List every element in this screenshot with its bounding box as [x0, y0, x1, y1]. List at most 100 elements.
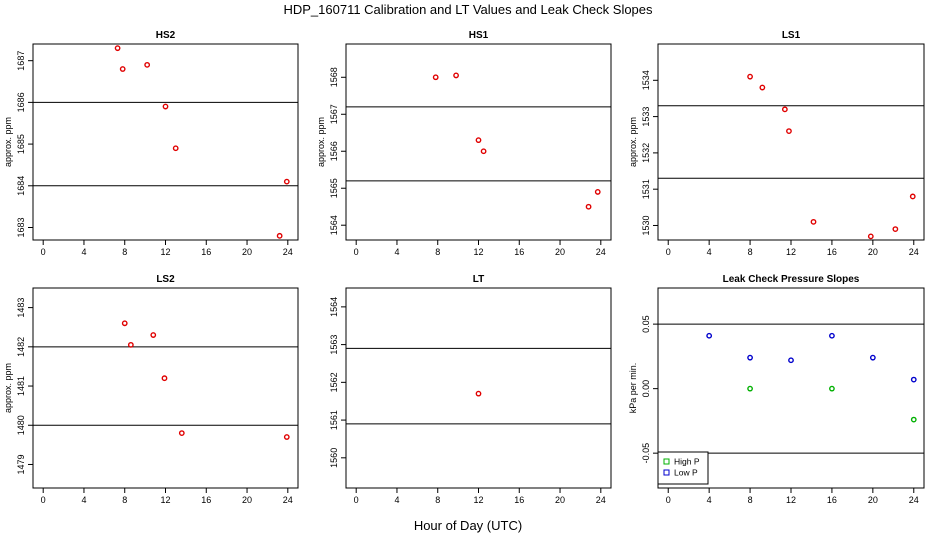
panel-title: HS1 [469, 30, 489, 41]
x-tick-label: 16 [201, 495, 211, 505]
data-point [480, 148, 487, 155]
panel-hs1: HS1 0 4 8 12 16 20 24 1564 1565 1566 1567 1568 approx… [316, 30, 612, 257]
x-tick-label: 8 [435, 247, 440, 257]
x-tick-label: 8 [122, 247, 127, 257]
x-tick-label: 4 [707, 247, 712, 257]
x-tick-label: 0 [354, 495, 359, 505]
data-point-high-p [747, 385, 753, 392]
x-tick-label: 8 [748, 495, 753, 505]
x-tick-label: 12 [473, 495, 483, 505]
x-tick-label: 0 [41, 495, 46, 505]
y-tick-label: 1686 [16, 92, 26, 112]
data-point [747, 73, 753, 80]
y-tick-label: 1482 [16, 337, 26, 357]
x-tick-label: 24 [909, 495, 919, 505]
plot-frame [32, 287, 299, 489]
data-point [161, 375, 168, 382]
y-tick-label: 0.05 [641, 315, 651, 333]
y-tick-label: 1566 [329, 141, 339, 161]
y-tick-label: 1531 [641, 179, 651, 199]
y-tick-label: 1564 [329, 215, 339, 235]
x-tick-label: 16 [827, 247, 837, 257]
y-tick-label: 1560 [329, 448, 339, 468]
x-tick-label: 20 [242, 247, 252, 257]
data-point-low-p [829, 332, 835, 339]
data-point [121, 320, 128, 327]
x-axis-label: Hour of Day (UTC) [413, 518, 523, 533]
y-tick-label: 1483 [16, 298, 26, 318]
data-point [162, 103, 169, 110]
x-tick-label: 0 [666, 247, 671, 257]
data-point [892, 226, 899, 233]
data-point [172, 145, 179, 152]
data-point [594, 189, 601, 195]
data-point [867, 233, 874, 240]
x-tick-label: 12 [786, 495, 796, 505]
panel-leak: Leak Check Pressure Slopes 0 4 8 12 16 20 24 -0.… [628, 274, 925, 505]
data-point-high-p [829, 385, 835, 392]
x-tick-label: 20 [242, 495, 252, 505]
x-tick-label: 24 [596, 495, 606, 505]
y-tick-label: 1687 [16, 51, 26, 71]
y-tick-label: 1481 [16, 376, 26, 396]
panel-hs2: HS2 0 4 8 12 16 20 24 1683 1684 1685 1686 1687 approx… [3, 30, 299, 257]
y-tick-label: 1564 [329, 297, 339, 317]
x-tick-label: 8 [435, 495, 440, 505]
x-tick-label: 24 [596, 247, 606, 257]
x-tick-label: 20 [868, 247, 878, 257]
data-point [585, 203, 592, 210]
x-tick-label: 16 [201, 247, 211, 257]
panel-ls2: LS2 0 4 8 12 16 20 24 1479 1480 1481 1482 1483 approx… [3, 274, 299, 505]
data-point [276, 232, 283, 239]
x-tick-label: 4 [394, 247, 399, 257]
panel-ls1: LS1 0 4 8 12 16 20 24 1530 1531 1532 1533 1534 approx… [628, 30, 925, 257]
y-tick-label: 1480 [16, 415, 26, 435]
data-point [119, 66, 126, 72]
figure-title: HDP_160711 Calibration and LT Values and… [283, 2, 653, 17]
x-tick-label: 24 [283, 495, 293, 505]
x-tick-label: 4 [394, 495, 399, 505]
data-point [810, 218, 817, 225]
y-tick-label: 1562 [329, 372, 339, 392]
plot-frame [345, 287, 612, 489]
data-point [786, 128, 792, 135]
y-axis-label: approx. ppm [628, 117, 638, 167]
data-point [759, 84, 766, 91]
data-point [909, 193, 916, 200]
x-tick-label: 4 [81, 495, 86, 505]
x-tick-label: 20 [868, 495, 878, 505]
y-tick-label: 1683 [16, 217, 26, 237]
panel-lt: LT 0 4 8 12 16 20 24 1560 1561 1562 1563 1564 [329, 274, 612, 505]
y-tick-label: -0.05 [641, 443, 651, 464]
x-tick-label: 0 [666, 495, 671, 505]
y-tick-label: 1534 [641, 70, 651, 90]
data-point [283, 434, 290, 440]
panel-title: LT [473, 274, 484, 285]
x-tick-label: 24 [283, 247, 293, 257]
data-point [127, 341, 134, 348]
plot-frame [32, 43, 299, 241]
data-point [178, 430, 185, 436]
y-tick-label: 1532 [641, 143, 651, 163]
x-tick-label: 20 [555, 247, 565, 257]
y-tick-label: 1567 [329, 104, 339, 124]
x-tick-label: 4 [707, 495, 712, 505]
x-tick-label: 12 [473, 247, 483, 257]
panel-title: LS1 [782, 30, 801, 41]
data-point-low-p [910, 376, 917, 383]
x-tick-label: 16 [514, 247, 524, 257]
y-tick-label: 1561 [329, 410, 339, 430]
data-point-low-p [788, 357, 794, 364]
x-tick-label: 16 [827, 495, 837, 505]
y-tick-label: 1684 [16, 176, 26, 196]
panel-title: LS2 [156, 274, 175, 285]
data-point-high-p [910, 416, 917, 423]
y-tick-label: 0.00 [641, 380, 651, 398]
y-axis-label: approx. ppm [3, 363, 13, 413]
data-point [475, 137, 482, 144]
x-tick-label: 12 [160, 247, 170, 257]
data-point-low-p [706, 332, 713, 339]
data-point-low-p [869, 354, 876, 361]
